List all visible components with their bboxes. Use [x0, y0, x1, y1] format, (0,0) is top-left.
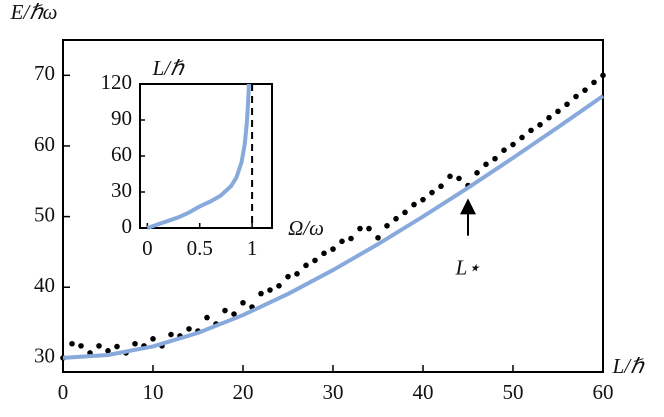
- data-point: [582, 87, 588, 93]
- y-tick-label: 70: [34, 61, 55, 85]
- annotation-label: L⋆: [455, 255, 481, 279]
- data-point: [411, 201, 417, 208]
- y-tick-label: 30: [34, 344, 55, 368]
- x-tick-label: 20: [233, 380, 254, 404]
- data-point: [510, 141, 516, 148]
- y-axis-label: L/ℏ: [152, 56, 186, 80]
- data-point: [564, 101, 570, 108]
- y-tick-label: 0: [122, 214, 133, 238]
- data-point: [429, 189, 435, 196]
- data-point: [231, 311, 237, 317]
- data-point: [321, 250, 327, 257]
- data-point: [456, 175, 462, 182]
- curve: [62, 94, 605, 360]
- data-point: [330, 246, 336, 252]
- x-tick-label: 0.5: [187, 236, 213, 260]
- data-point: [186, 326, 192, 332]
- data-point: [546, 114, 552, 121]
- data-point: [519, 134, 525, 141]
- y-tick-label: 30: [111, 178, 132, 202]
- x-tick-label: 30: [323, 380, 344, 404]
- x-tick-label: 60: [593, 380, 614, 404]
- data-point: [483, 161, 489, 168]
- data-point: [105, 348, 111, 354]
- data-point: [492, 155, 498, 162]
- data-point: [366, 225, 372, 232]
- x-tick-label: 40: [413, 380, 434, 404]
- data-point: [168, 331, 174, 338]
- data-point: [555, 108, 561, 115]
- data-point: [339, 238, 345, 245]
- y-tick-label: 120: [101, 70, 133, 94]
- data-point: [258, 290, 264, 297]
- curve: [146, 83, 251, 230]
- data-point: [78, 343, 84, 349]
- data-point: [573, 93, 579, 100]
- data-point: [285, 273, 291, 280]
- y-tick-label: 50: [34, 202, 55, 226]
- data-point: [204, 314, 210, 321]
- data-point: [294, 271, 300, 277]
- data-point: [528, 127, 534, 134]
- y-axis-label: E/ℏω: [10, 0, 58, 24]
- y-tick-label: 40: [34, 273, 55, 297]
- data-point: [276, 283, 282, 289]
- x-axis-label: L/ℏ: [612, 354, 646, 378]
- y-tick-label: 60: [34, 132, 55, 156]
- y-tick-label: 60: [111, 142, 132, 166]
- x-tick-label: 0: [142, 236, 153, 260]
- x-axis-label: Ω/ω: [288, 216, 324, 240]
- data-point: [240, 299, 246, 306]
- x-tick-label: 0: [58, 380, 69, 404]
- data-point: [438, 183, 444, 190]
- data-point: [312, 257, 318, 264]
- data-point: [303, 262, 309, 269]
- data-point: [537, 121, 543, 128]
- data-point: [267, 287, 273, 293]
- data-point: [348, 235, 354, 242]
- data-point: [222, 307, 228, 314]
- data-point: [150, 336, 156, 342]
- data-point: [600, 72, 606, 79]
- data-point: [393, 215, 399, 222]
- data-point: [447, 173, 453, 180]
- data-point: [132, 340, 138, 347]
- data-point: [420, 196, 426, 203]
- data-point: [474, 170, 480, 176]
- data-point: [357, 225, 363, 232]
- data-point: [96, 343, 102, 349]
- x-tick-label: 50: [503, 380, 524, 404]
- x-tick-label: 10: [143, 380, 164, 404]
- data-point: [69, 340, 75, 347]
- data-point: [375, 234, 381, 241]
- data-point: [501, 147, 507, 153]
- data-point: [114, 343, 120, 350]
- data-point: [591, 79, 597, 86]
- data-point: [384, 222, 390, 229]
- data-point: [402, 209, 408, 216]
- y-tick-label: 90: [111, 106, 132, 130]
- x-tick-label: 1: [247, 236, 258, 260]
